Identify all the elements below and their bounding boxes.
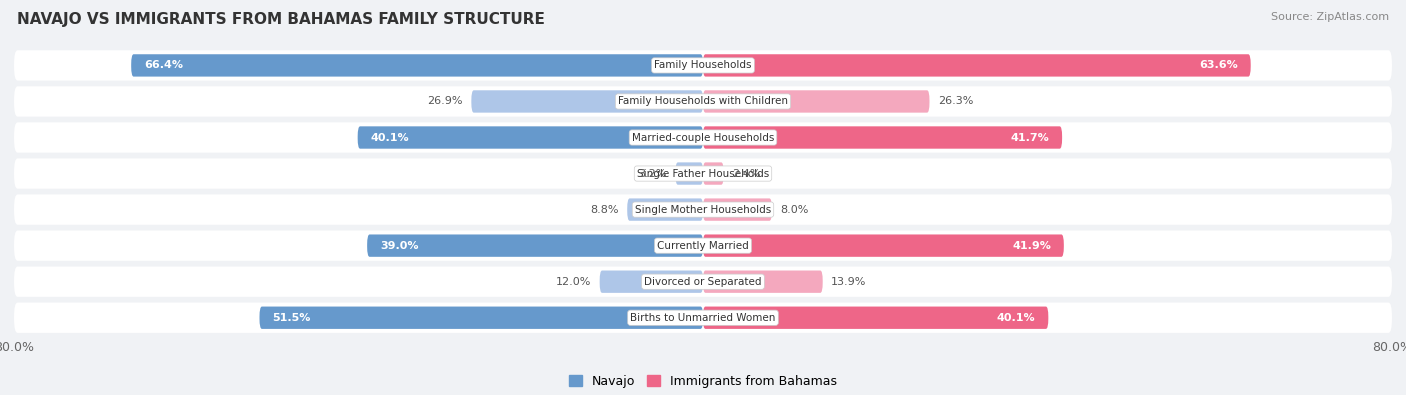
Text: 51.5%: 51.5% xyxy=(273,313,311,323)
Text: Single Father Households: Single Father Households xyxy=(637,169,769,179)
Text: 8.0%: 8.0% xyxy=(780,205,808,214)
FancyBboxPatch shape xyxy=(14,194,1392,225)
Text: Family Households with Children: Family Households with Children xyxy=(619,96,787,107)
FancyBboxPatch shape xyxy=(703,235,1064,257)
Text: Family Households: Family Households xyxy=(654,60,752,70)
FancyBboxPatch shape xyxy=(367,235,703,257)
Text: Currently Married: Currently Married xyxy=(657,241,749,251)
Text: Single Mother Households: Single Mother Households xyxy=(636,205,770,214)
FancyBboxPatch shape xyxy=(14,303,1392,333)
Text: 41.7%: 41.7% xyxy=(1011,132,1049,143)
FancyBboxPatch shape xyxy=(260,307,703,329)
Text: Source: ZipAtlas.com: Source: ZipAtlas.com xyxy=(1271,12,1389,22)
Text: 26.3%: 26.3% xyxy=(938,96,973,107)
FancyBboxPatch shape xyxy=(703,54,1251,77)
Text: 12.0%: 12.0% xyxy=(555,276,591,287)
Text: 41.9%: 41.9% xyxy=(1012,241,1050,251)
Text: Married-couple Households: Married-couple Households xyxy=(631,132,775,143)
FancyBboxPatch shape xyxy=(131,54,703,77)
FancyBboxPatch shape xyxy=(599,271,703,293)
Text: 8.8%: 8.8% xyxy=(591,205,619,214)
FancyBboxPatch shape xyxy=(703,307,1049,329)
FancyBboxPatch shape xyxy=(471,90,703,113)
FancyBboxPatch shape xyxy=(703,90,929,113)
FancyBboxPatch shape xyxy=(357,126,703,149)
Text: 39.0%: 39.0% xyxy=(380,241,419,251)
FancyBboxPatch shape xyxy=(14,122,1392,152)
Text: 2.4%: 2.4% xyxy=(733,169,761,179)
Text: 40.1%: 40.1% xyxy=(371,132,409,143)
Text: Divorced or Separated: Divorced or Separated xyxy=(644,276,762,287)
Legend: Navajo, Immigrants from Bahamas: Navajo, Immigrants from Bahamas xyxy=(564,370,842,393)
FancyBboxPatch shape xyxy=(675,162,703,185)
FancyBboxPatch shape xyxy=(627,198,703,221)
Text: 13.9%: 13.9% xyxy=(831,276,866,287)
FancyBboxPatch shape xyxy=(14,87,1392,117)
FancyBboxPatch shape xyxy=(703,162,724,185)
FancyBboxPatch shape xyxy=(703,126,1062,149)
FancyBboxPatch shape xyxy=(14,158,1392,189)
Text: 66.4%: 66.4% xyxy=(143,60,183,70)
Text: 3.2%: 3.2% xyxy=(638,169,666,179)
FancyBboxPatch shape xyxy=(14,267,1392,297)
FancyBboxPatch shape xyxy=(14,50,1392,81)
Text: 63.6%: 63.6% xyxy=(1199,60,1237,70)
FancyBboxPatch shape xyxy=(14,231,1392,261)
Text: Births to Unmarried Women: Births to Unmarried Women xyxy=(630,313,776,323)
Text: 40.1%: 40.1% xyxy=(997,313,1035,323)
FancyBboxPatch shape xyxy=(703,198,772,221)
Text: NAVAJO VS IMMIGRANTS FROM BAHAMAS FAMILY STRUCTURE: NAVAJO VS IMMIGRANTS FROM BAHAMAS FAMILY… xyxy=(17,12,544,27)
FancyBboxPatch shape xyxy=(703,271,823,293)
Text: 26.9%: 26.9% xyxy=(427,96,463,107)
